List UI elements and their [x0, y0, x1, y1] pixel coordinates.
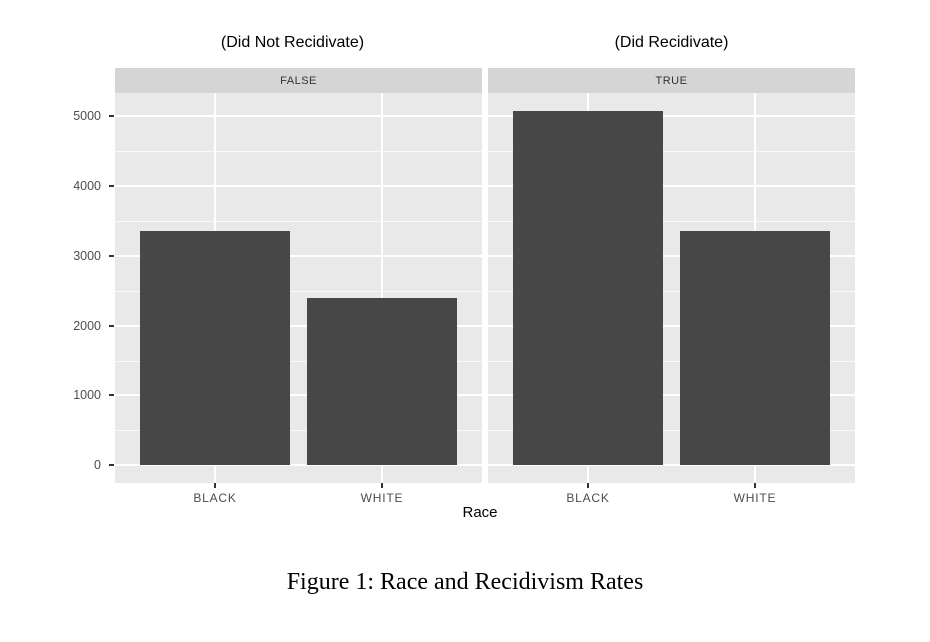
left-panel-title: (Did Not Recidivate)	[220, 34, 365, 51]
x-tick-label-false-black: BLACK	[193, 491, 237, 505]
x-tick-label-false-white: WHITE	[360, 491, 404, 505]
y-tick-label-2000: 2000	[73, 318, 101, 333]
y-tick-label-3000: 3000	[73, 248, 101, 263]
bar-false-black	[139, 231, 291, 466]
bar-true-white	[679, 230, 831, 466]
gridline-minor-2500	[115, 290, 482, 292]
x-axis-title: Race	[462, 504, 498, 521]
gridline-major-3000	[115, 254, 482, 257]
figure-caption: Figure 1: Race and Recidivism Rates	[286, 569, 644, 595]
y-tick-mark-0	[109, 464, 114, 467]
x-tick-mark-true-black	[587, 483, 589, 488]
panel-did-not-recidivate	[115, 93, 482, 483]
gridline-major-4000	[488, 185, 855, 188]
gridline-major-5000	[115, 115, 482, 118]
x-tick-mark-false-black	[214, 483, 216, 488]
gridline-major-4000	[115, 185, 482, 188]
bar-true-black	[512, 110, 664, 466]
gridline-minor-3500	[115, 220, 482, 222]
gridline-minor-3500	[488, 220, 855, 222]
gridline-vertical-white	[380, 93, 383, 483]
gridline-major-1000	[115, 394, 482, 397]
y-tick-mark-1000	[109, 394, 114, 397]
gridline-major-5000	[488, 115, 855, 118]
bar-false-white	[306, 297, 458, 466]
facet-strip-true-label: TRUE	[655, 74, 688, 87]
gridline-minor-500	[115, 430, 482, 432]
facet-strip-true: TRUE	[488, 68, 855, 93]
y-axis: 0 1000 2000 3000 4000 5000	[0, 0, 115, 642]
x-tick-label-true-white: WHITE	[733, 491, 777, 505]
gridline-minor-500	[488, 430, 855, 432]
gridline-major-2000	[488, 324, 855, 327]
y-tick-label-5000: 5000	[73, 109, 101, 124]
gridline-minor-1500	[488, 360, 855, 362]
gridline-major-0	[488, 464, 855, 467]
x-tick-mark-false-white	[380, 483, 383, 488]
x-tick-label-true-black: BLACK	[566, 491, 610, 505]
facet-strip-false-label: FALSE	[280, 74, 317, 87]
gridline-minor-2500	[488, 290, 855, 292]
gridline-minor-4500	[488, 151, 855, 153]
y-tick-mark-5000	[109, 115, 114, 118]
gridline-minor-1500	[115, 360, 482, 362]
gridline-minor-4500	[115, 151, 482, 153]
facet-strip-false: FALSE	[115, 68, 482, 93]
y-tick-mark-4000	[109, 185, 114, 188]
gridline-major-0	[115, 464, 482, 467]
panel-did-recidivate	[488, 93, 855, 483]
right-panel-title: (Did Recidivate)	[614, 34, 729, 51]
y-tick-label-0: 0	[94, 458, 101, 473]
gridline-major-3000	[488, 254, 855, 257]
x-tick-mark-true-white	[753, 483, 756, 488]
y-tick-mark-2000	[109, 324, 114, 327]
y-tick-label-1000: 1000	[73, 388, 101, 403]
gridline-major-1000	[488, 394, 855, 397]
y-tick-label-4000: 4000	[73, 179, 101, 194]
gridline-major-2000	[115, 324, 482, 327]
y-tick-mark-3000	[109, 254, 114, 257]
